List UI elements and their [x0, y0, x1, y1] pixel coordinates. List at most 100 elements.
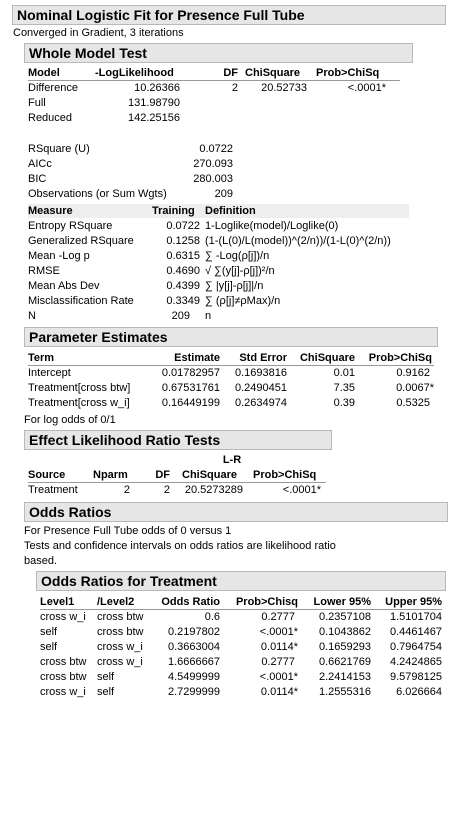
- odds-lower: 0.1659293: [319, 641, 371, 653]
- odds-ratios-header[interactable]: Odds Ratios: [24, 502, 448, 522]
- whole-model-header[interactable]: Whole Model Test: [24, 43, 413, 63]
- stat-label: BIC: [28, 173, 47, 185]
- wm-row-loglik: 142.25156: [128, 112, 180, 124]
- odds-note: based.: [24, 555, 58, 567]
- stat-value: 0.0722: [199, 143, 233, 155]
- lr-prob: <.0001*: [282, 484, 321, 496]
- param-chisq: 7.35: [333, 382, 355, 394]
- odds-treatment-header[interactable]: Odds Ratios for Treatment: [36, 571, 446, 591]
- measure-name: Misclassification Rate: [28, 295, 134, 307]
- odds-upper: 4.2424865: [390, 656, 442, 668]
- odds-upper: 0.7964754: [390, 641, 442, 653]
- odds-level1: cross w_i: [40, 611, 86, 623]
- col-chisq: ChiSquare: [245, 67, 301, 79]
- wm-row-prob: <.0001*: [347, 82, 386, 94]
- odds-ratio: 0.3663004: [168, 641, 220, 653]
- odds-upper: 0.4461467: [390, 626, 442, 638]
- odds-level1: cross w_i: [40, 686, 86, 698]
- col-level1: Level1: [40, 596, 75, 608]
- col-training: Training: [152, 205, 195, 217]
- param-chisq: 0.39: [333, 397, 355, 409]
- param-prob: 0.9162: [396, 367, 430, 379]
- col-odds: Odds Ratio: [161, 596, 220, 608]
- col-term: Term: [28, 352, 55, 364]
- measure-def: ∑ -Log(ρ[j])/n: [205, 250, 270, 262]
- odds-prob: 0.0114*: [260, 686, 298, 698]
- col-stderr: Std Error: [239, 352, 287, 364]
- measure-def: n: [205, 310, 212, 322]
- wm-row-loglik: 131.98790: [128, 97, 180, 109]
- odds-ratio: 1.6666667: [168, 656, 220, 668]
- measure-value: 0.6315: [166, 250, 200, 262]
- measure-def: ∑ (ρ[j]≠ρMax)/n: [205, 295, 281, 307]
- measure-name: Mean -Log p: [28, 250, 90, 262]
- param-stderr: 0.2634974: [235, 397, 287, 409]
- odds-level1: self: [40, 626, 58, 638]
- param-prob: 0.5325: [396, 397, 430, 409]
- col-prob: Prob>ChiSq: [316, 67, 380, 79]
- wm-row-chisq: 20.52733: [261, 82, 307, 94]
- measure-value: 0.3349: [166, 295, 200, 307]
- lr-chisq: 20.5273289: [184, 484, 243, 496]
- log-odds-note: For log odds of 0/1: [24, 414, 116, 426]
- odds-level2: cross btw: [97, 611, 144, 623]
- wm-row-label: Full: [28, 97, 46, 109]
- wm-row-loglik: 10.26366: [134, 82, 180, 94]
- param-estimate: 0.16449199: [161, 397, 220, 409]
- odds-level1: cross btw: [40, 671, 87, 683]
- measure-def: 1-Loglike(model)/Loglike(0): [205, 220, 339, 232]
- col-chisq: ChiSquare: [182, 469, 238, 481]
- odds-level1: self: [40, 641, 58, 653]
- odds-level2: cross btw: [97, 626, 144, 638]
- measure-value: 0.0722: [166, 220, 200, 232]
- param-term: Treatment[cross w_i]: [28, 397, 130, 409]
- report-title[interactable]: Nominal Logistic Fit for Presence Full T…: [12, 5, 446, 25]
- odds-upper: 9.5798125: [390, 671, 442, 683]
- col-df: DF: [223, 67, 238, 79]
- measure-value: 0.1258: [166, 235, 200, 247]
- lr-source: Treatment: [28, 484, 78, 496]
- measure-name: N: [28, 310, 36, 322]
- header-rule: [40, 609, 442, 610]
- odds-lower: 0.2357108: [319, 611, 371, 623]
- odds-prob: <.0001*: [259, 626, 298, 638]
- param-estimate: 0.01782957: [161, 367, 220, 379]
- odds-lower: 1.2555316: [319, 686, 371, 698]
- param-estimate: 0.67531761: [161, 382, 220, 394]
- col-measure: Measure: [28, 205, 73, 217]
- measure-value: 0.4399: [166, 280, 200, 292]
- lr-df: 2: [163, 484, 170, 496]
- odds-prob: 0.0114*: [260, 641, 298, 653]
- odds-lower: 0.1043862: [319, 626, 371, 638]
- odds-note: Tests and confidence intervals on odds r…: [24, 540, 336, 552]
- param-stderr: 0.1693816: [235, 367, 287, 379]
- odds-note: For Presence Full Tube odds of 0 versus …: [24, 525, 232, 537]
- odds-upper: 1.5101704: [390, 611, 442, 623]
- stat-value: 209: [214, 188, 233, 200]
- odds-prob: 0.2777: [261, 611, 295, 623]
- col-prob: Prob>ChiSq: [253, 469, 317, 481]
- measure-def: √ ∑(y[j]-ρ[j])²/n: [205, 265, 275, 277]
- stat-label: AICc: [28, 158, 52, 170]
- odds-ratio: 2.7299999: [168, 686, 220, 698]
- odds-prob: 0.2777: [261, 656, 295, 668]
- header-rule: [28, 482, 326, 483]
- odds-level2: cross w_i: [97, 641, 143, 653]
- odds-level1: cross btw: [40, 656, 87, 668]
- measure-name: RMSE: [28, 265, 60, 277]
- param-term: Treatment[cross btw]: [28, 382, 131, 394]
- col-lower: Lower 95%: [313, 596, 371, 608]
- lr-tests-header[interactable]: Effect Likelihood Ratio Tests: [24, 430, 332, 450]
- measure-def: ∑ |y[j]-ρ[j]|/n: [205, 280, 264, 292]
- odds-ratio: 4.5499999: [168, 671, 220, 683]
- measure-value: 209: [171, 310, 190, 322]
- odds-ratio: 0.2197802: [168, 626, 220, 638]
- measure-name: Mean Abs Dev: [28, 280, 100, 292]
- col-source: Source: [28, 469, 66, 481]
- param-estimates-header[interactable]: Parameter Estimates: [24, 327, 438, 347]
- odds-level2: cross w_i: [97, 656, 143, 668]
- col-df: DF: [155, 469, 170, 481]
- lr-label: L-R: [222, 454, 242, 466]
- header-rule: [28, 80, 400, 81]
- col-nparm: Nparm: [93, 469, 128, 481]
